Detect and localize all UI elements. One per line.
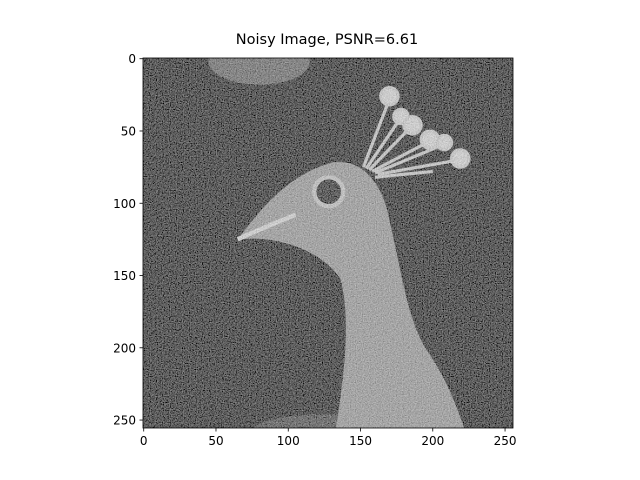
y-tick-label: 50 (121, 124, 136, 138)
axes-frame (142, 57, 514, 429)
y-tick-label: 200 (113, 341, 136, 355)
y-tick-label: 250 (113, 414, 136, 428)
y-tick-label: 0 (128, 52, 136, 66)
x-tick-label: 50 (208, 434, 223, 448)
x-tick-label: 250 (494, 434, 517, 448)
x-tick-label: 0 (140, 434, 148, 448)
y-tick-label: 150 (113, 269, 136, 283)
x-tick-label: 100 (277, 434, 300, 448)
chart-title: Noisy Image, PSNR=6.61 (236, 32, 418, 48)
image (143, 58, 513, 428)
x-tick-label: 200 (421, 434, 444, 448)
x-tick-label: 150 (349, 434, 372, 448)
y-tick-label: 100 (113, 197, 136, 211)
